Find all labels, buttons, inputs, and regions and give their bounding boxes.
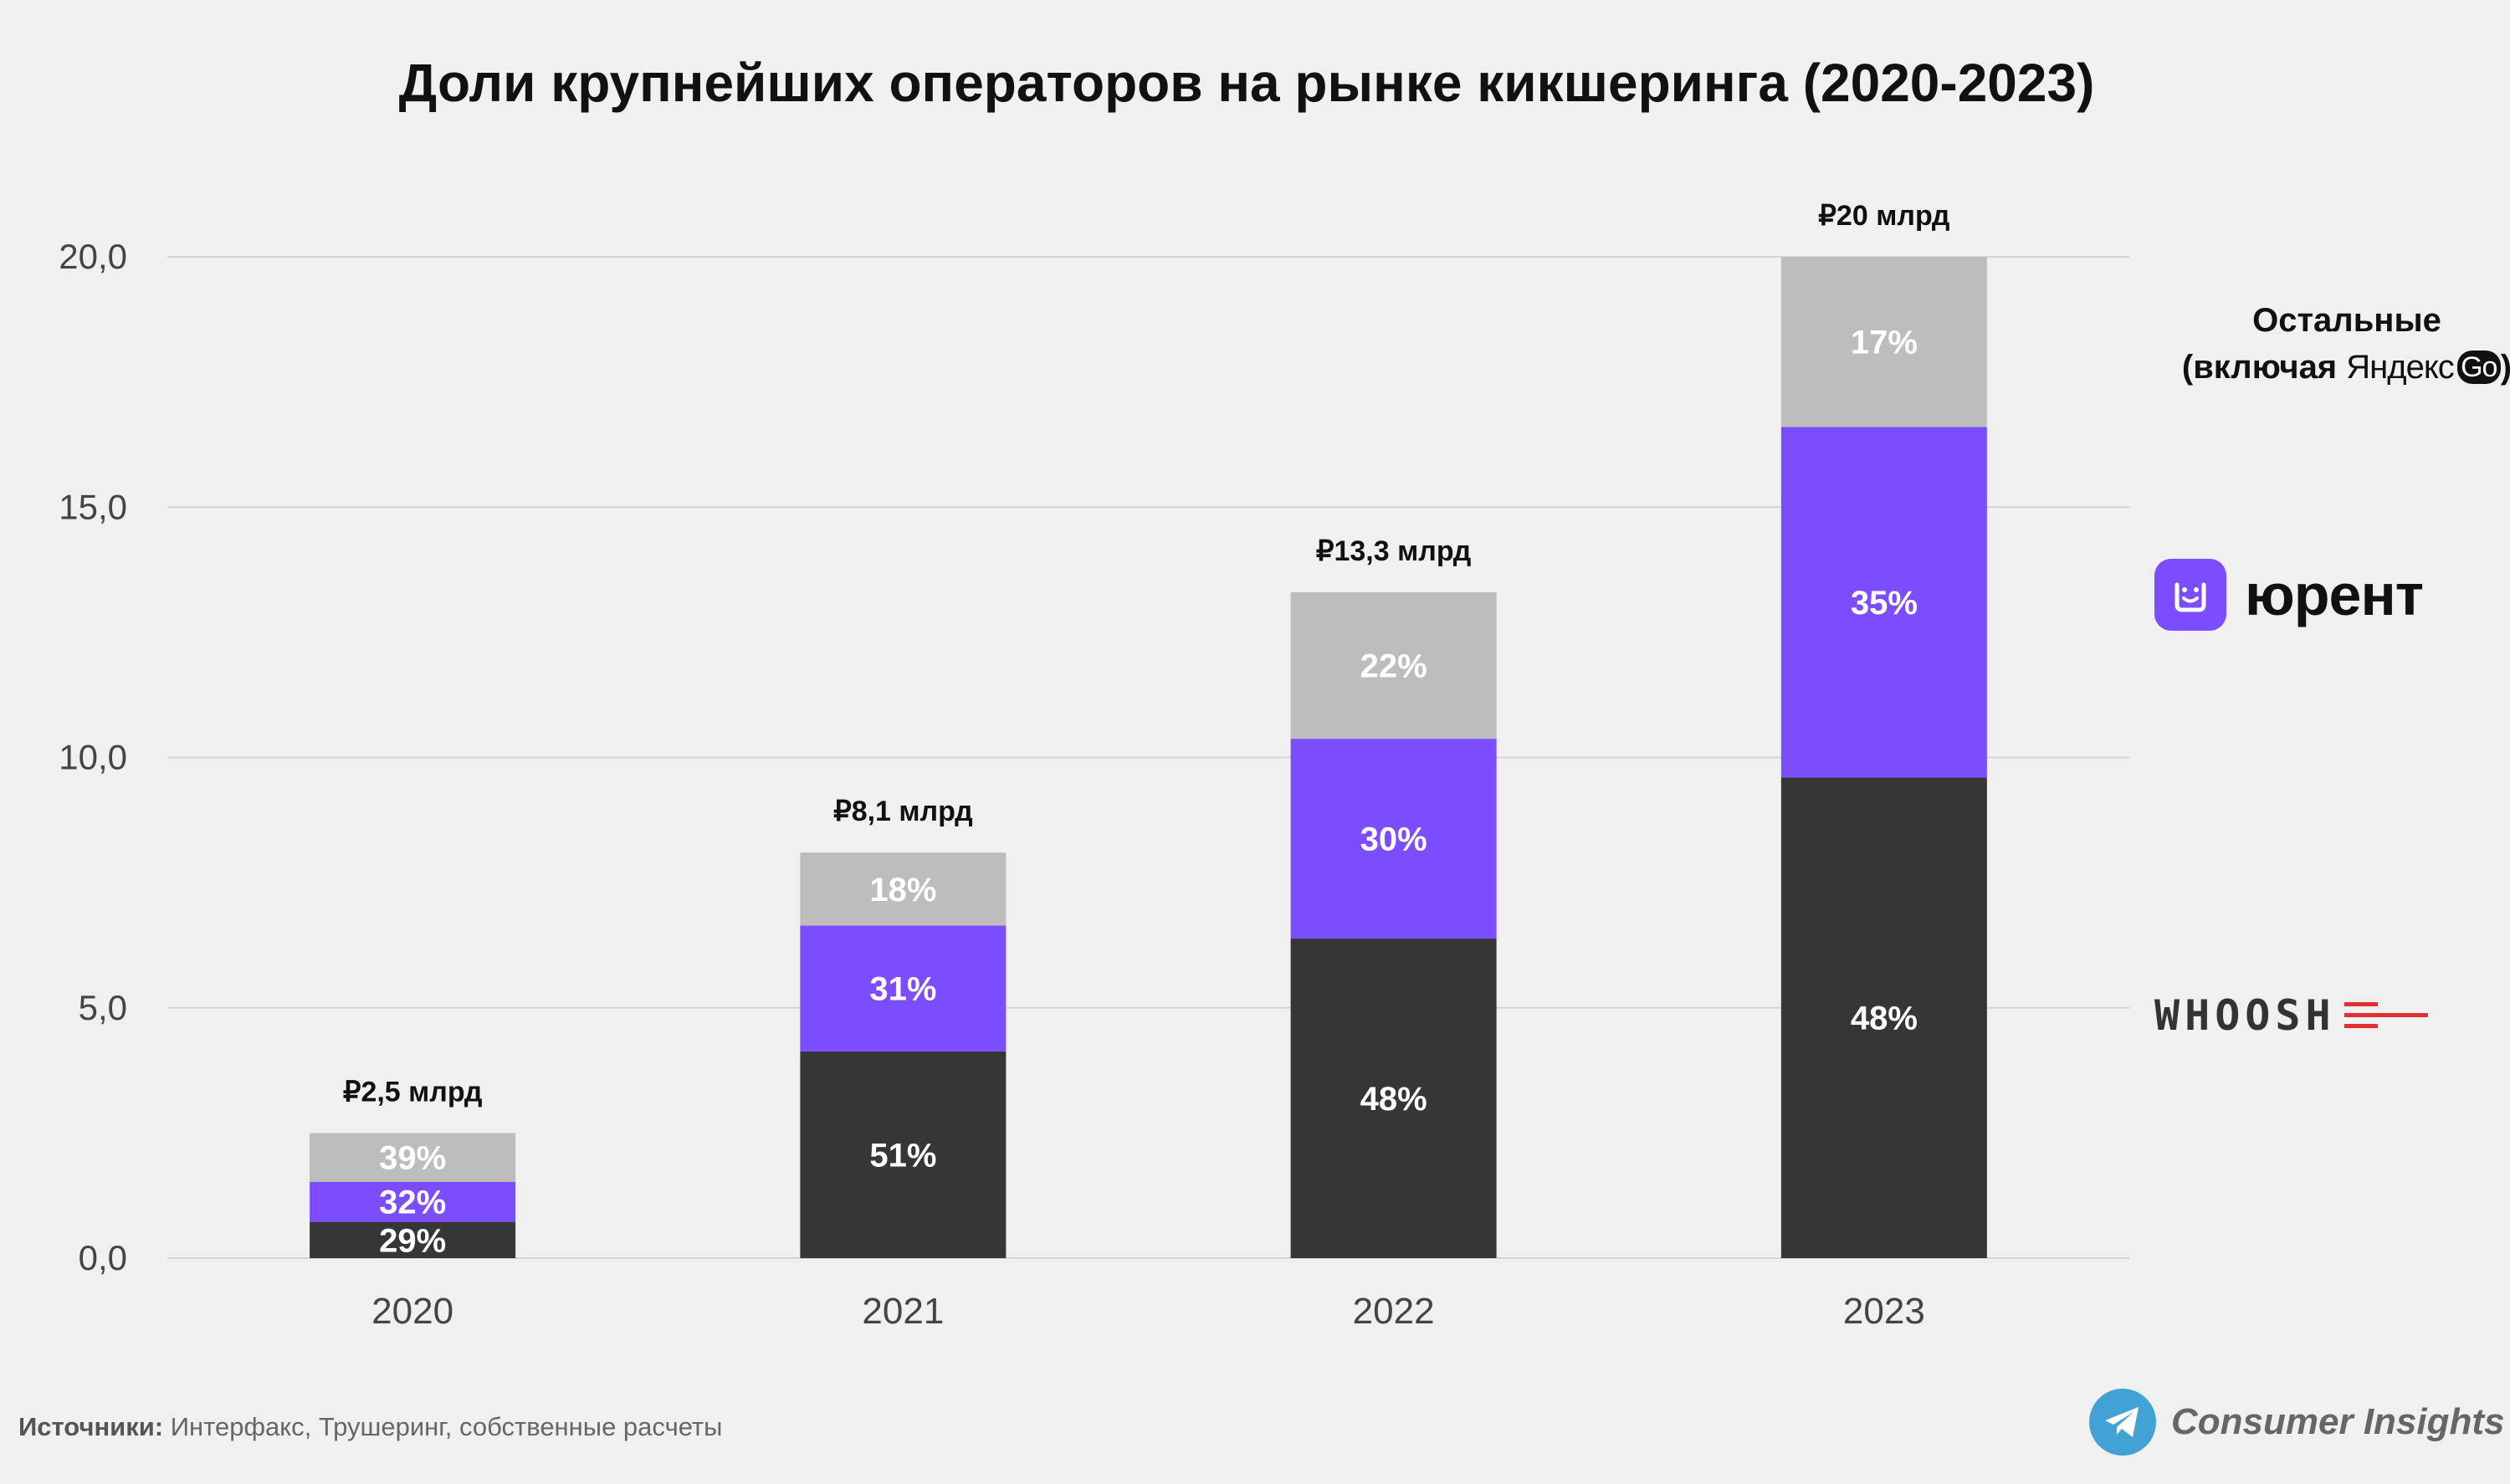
bars <box>310 257 1987 1258</box>
bar-segment <box>800 852 1007 926</box>
bar-segment <box>1290 591 1497 739</box>
bar-segment <box>1290 938 1497 1258</box>
y-axis-ticks: 0,0 5,0 10,0 15,0 20,0 <box>59 237 127 1277</box>
x-tick-label: 2023 <box>1843 1291 1925 1332</box>
x-tick-label: 2021 <box>862 1291 944 1332</box>
chart-title: Доли крупнейших операторов на рынке кикш… <box>398 53 2095 113</box>
segment-label: 35% <box>1851 585 1918 622</box>
y-tick-label: 15,0 <box>59 487 127 526</box>
legend-others-line2: (включая Яндекс Go ) <box>2108 344 2510 391</box>
legend-urent: юрент <box>2154 559 2424 631</box>
segment-label: 29% <box>379 1222 446 1259</box>
total-label: ₽20 млрд <box>1818 200 1949 232</box>
x-tick-label: 2020 <box>371 1291 453 1332</box>
brand-watermark: Consumer Insights <box>2089 1389 2505 1456</box>
urent-bag-icon <box>2154 559 2226 631</box>
bar-labels: 29%32% 39% ₽2,5 млрд 51% 31% 18% ₽8,1 млрд 48% 3… <box>343 200 1950 1259</box>
total-label: ₽13,3 млрд <box>1316 535 1472 567</box>
bar-segment <box>1290 739 1497 939</box>
y-tick-label: 20,0 <box>59 237 127 276</box>
bar-segment <box>800 1051 1007 1258</box>
bar-segment <box>800 925 1007 1052</box>
bar-segment <box>1780 777 1987 1258</box>
go-badge: Go <box>2456 351 2501 384</box>
source-text: Интерфакс, Трушеринг, собственные расчет… <box>170 1412 723 1441</box>
bar-segment <box>310 1221 516 1258</box>
yandex-logo-text: Яндекс <box>2346 349 2455 386</box>
bar-segment <box>310 1133 516 1182</box>
urent-logo-text: юрент <box>2245 562 2424 627</box>
legend-others-prefix: (включая <box>2181 349 2338 386</box>
segment-label: 48% <box>1851 1000 1918 1037</box>
segment-label: 18% <box>869 872 936 908</box>
legend-whoosh: WHOOSH <box>2154 991 2428 1040</box>
segment-label: 51% <box>869 1137 936 1174</box>
segment-label: 48% <box>1360 1081 1427 1118</box>
legend-others-suffix: ) <box>2501 349 2510 386</box>
telegram-icon <box>2089 1389 2156 1456</box>
bar-segment <box>1780 257 1987 427</box>
segment-label: 22% <box>1360 648 1427 685</box>
whoosh-logo-text: WHOOSH <box>2154 991 2336 1040</box>
segment-label: 31% <box>869 971 936 1008</box>
segment-label: 39% <box>379 1140 446 1177</box>
bar-segment <box>1780 427 1987 778</box>
total-label: ₽2,5 млрд <box>343 1076 483 1108</box>
y-tick-label: 5,0 <box>79 988 127 1027</box>
yandex-go-logo: Яндекс Go <box>2346 344 2501 391</box>
whoosh-speed-lines-icon <box>2344 1002 2428 1028</box>
segment-label: 17% <box>1851 325 1918 361</box>
x-tick-label: 2022 <box>1353 1291 1435 1332</box>
segment-label: 30% <box>1360 821 1427 858</box>
brand-name: Consumer Insights <box>2171 1401 2505 1442</box>
bar-segment <box>310 1181 516 1222</box>
segment-label: 32% <box>379 1185 446 1221</box>
y-tick-label: 0,0 <box>79 1238 127 1277</box>
source-note: Источники: Интерфакс, Трушеринг, собстве… <box>18 1412 722 1442</box>
source-label: Источники: <box>18 1412 164 1441</box>
y-tick-label: 10,0 <box>59 738 127 777</box>
total-label: ₽8,1 млрд <box>833 796 973 827</box>
legend-others: Остальные (включая Яндекс Go ) <box>2108 297 2510 391</box>
legend-others-line1: Остальные <box>2252 302 2441 339</box>
x-axis-ticks: 2020 2021 2022 2023 <box>371 1291 1925 1332</box>
